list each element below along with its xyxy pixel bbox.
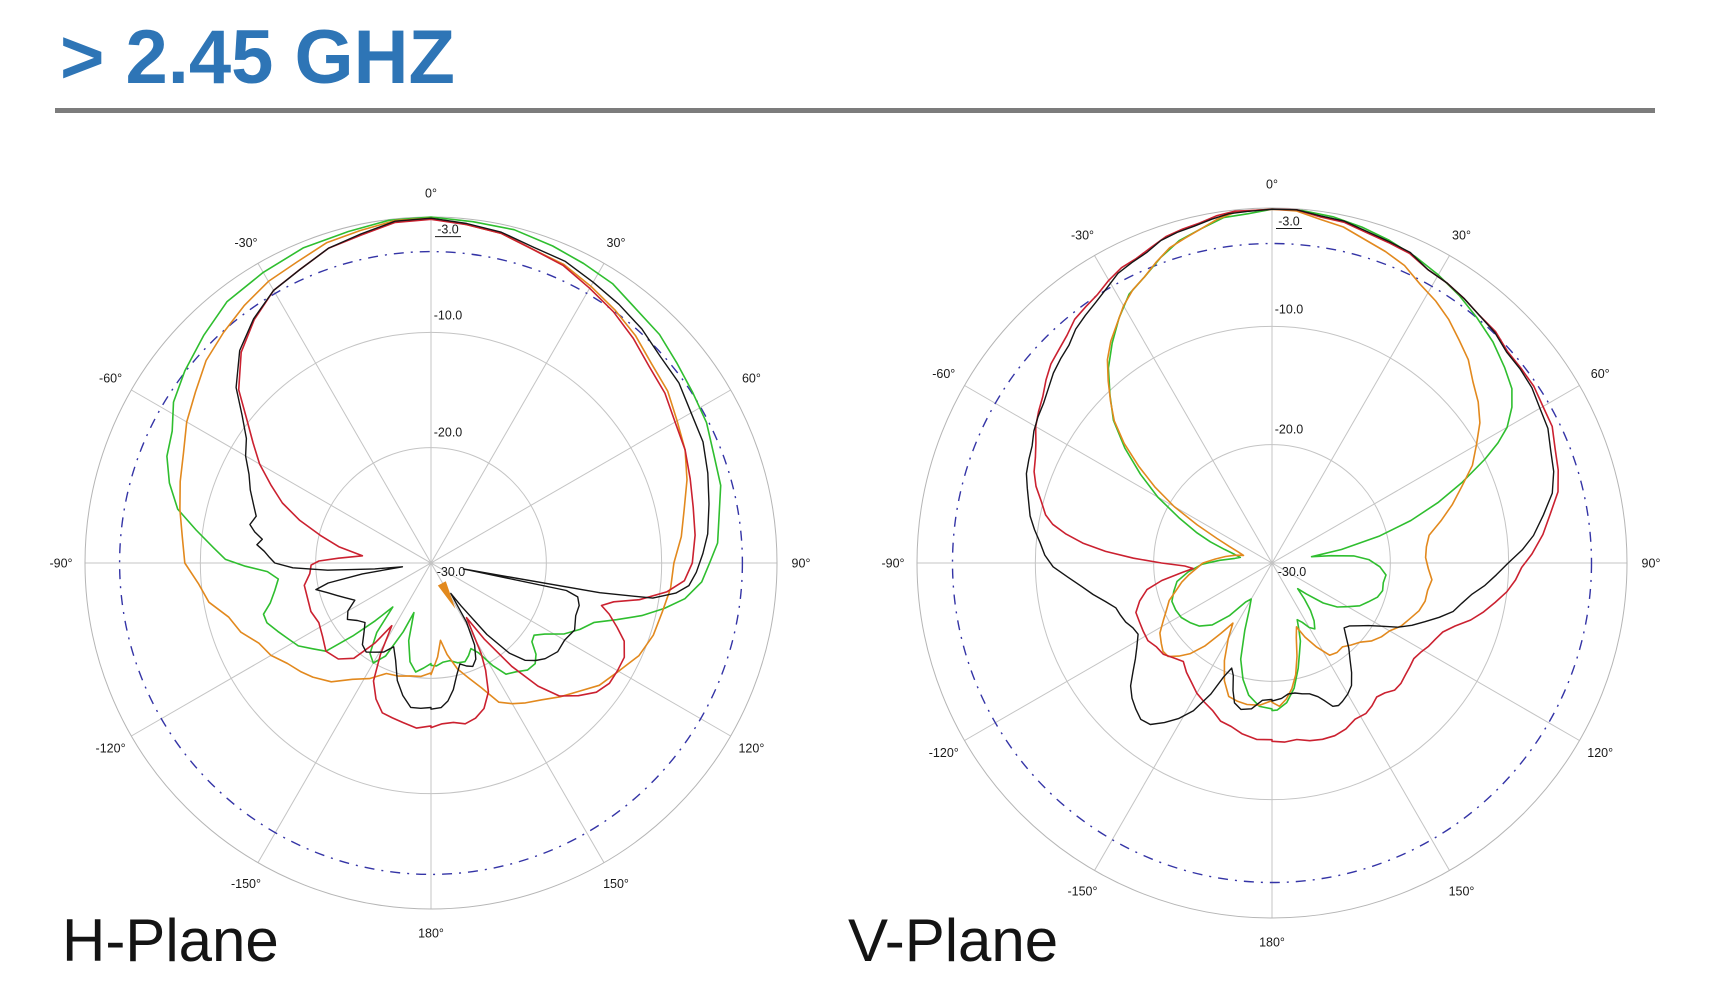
angle-label: -30° (1071, 228, 1094, 242)
h-plane-label: H-Plane (62, 907, 279, 974)
angle-label: 90° (792, 557, 811, 571)
db-label: -10.0 (1275, 302, 1304, 316)
trace-orange (1106, 208, 1481, 708)
angle-label: 0° (1266, 178, 1278, 192)
angle-label: 180° (1259, 936, 1285, 950)
trace-red (237, 218, 696, 729)
reference-circle-3db (951, 242, 1593, 884)
angle-label: 180° (418, 927, 444, 941)
db-label: -30.0 (1278, 565, 1307, 579)
db-label: -3.0 (1278, 215, 1300, 229)
angle-label: -30° (234, 236, 257, 250)
angle-label: 30° (1452, 228, 1471, 242)
angle-label: 0° (425, 187, 437, 201)
db-label: -20.0 (1275, 423, 1304, 437)
angle-label: -60° (99, 372, 122, 386)
db-label: -20.0 (434, 426, 463, 440)
page-title: > 2.45 GHZ (60, 15, 455, 100)
db-label: -10.0 (434, 308, 463, 322)
angle-label: -120° (929, 746, 959, 760)
title-underline (55, 108, 1655, 113)
v-plane-chart: 0° 30° 60° 90° 120° 150° 180° -150° -120° -90° -60… (881, 178, 1660, 950)
h-plane-chart: 0° 30° 60° 90° 120° 150° 180° -150° -120° -90° -60… (49, 187, 810, 941)
db-ring (1153, 444, 1391, 682)
trace-orange (179, 217, 688, 705)
reference-circle-3db (118, 250, 744, 876)
db-ring (199, 331, 663, 795)
trace-red (1033, 208, 1559, 743)
db-label: -3.0 (437, 223, 459, 237)
trace-green (166, 216, 722, 675)
angle-label: -90° (49, 557, 72, 571)
v-plane-label: V-Plane (848, 907, 1059, 974)
trace-black (1025, 208, 1555, 726)
db-ring (916, 207, 1628, 919)
db-label: -30.0 (437, 565, 466, 579)
angle-label: 120° (738, 742, 764, 756)
angle-label: -90° (881, 557, 904, 571)
trace-black (235, 217, 710, 710)
angle-label: -120° (96, 742, 126, 756)
angle-label: 60° (1591, 367, 1610, 381)
angle-label: -150° (231, 877, 261, 891)
angle-label: 150° (1449, 885, 1475, 899)
angle-label: -150° (1067, 885, 1097, 899)
angle-label: 120° (1587, 746, 1613, 760)
angle-label: 30° (607, 236, 626, 250)
angle-label: 150° (603, 877, 629, 891)
angle-label: 90° (1642, 557, 1661, 571)
angle-label: 60° (742, 372, 761, 386)
orange-marker-icon (437, 581, 456, 609)
angle-label: -60° (932, 367, 955, 381)
